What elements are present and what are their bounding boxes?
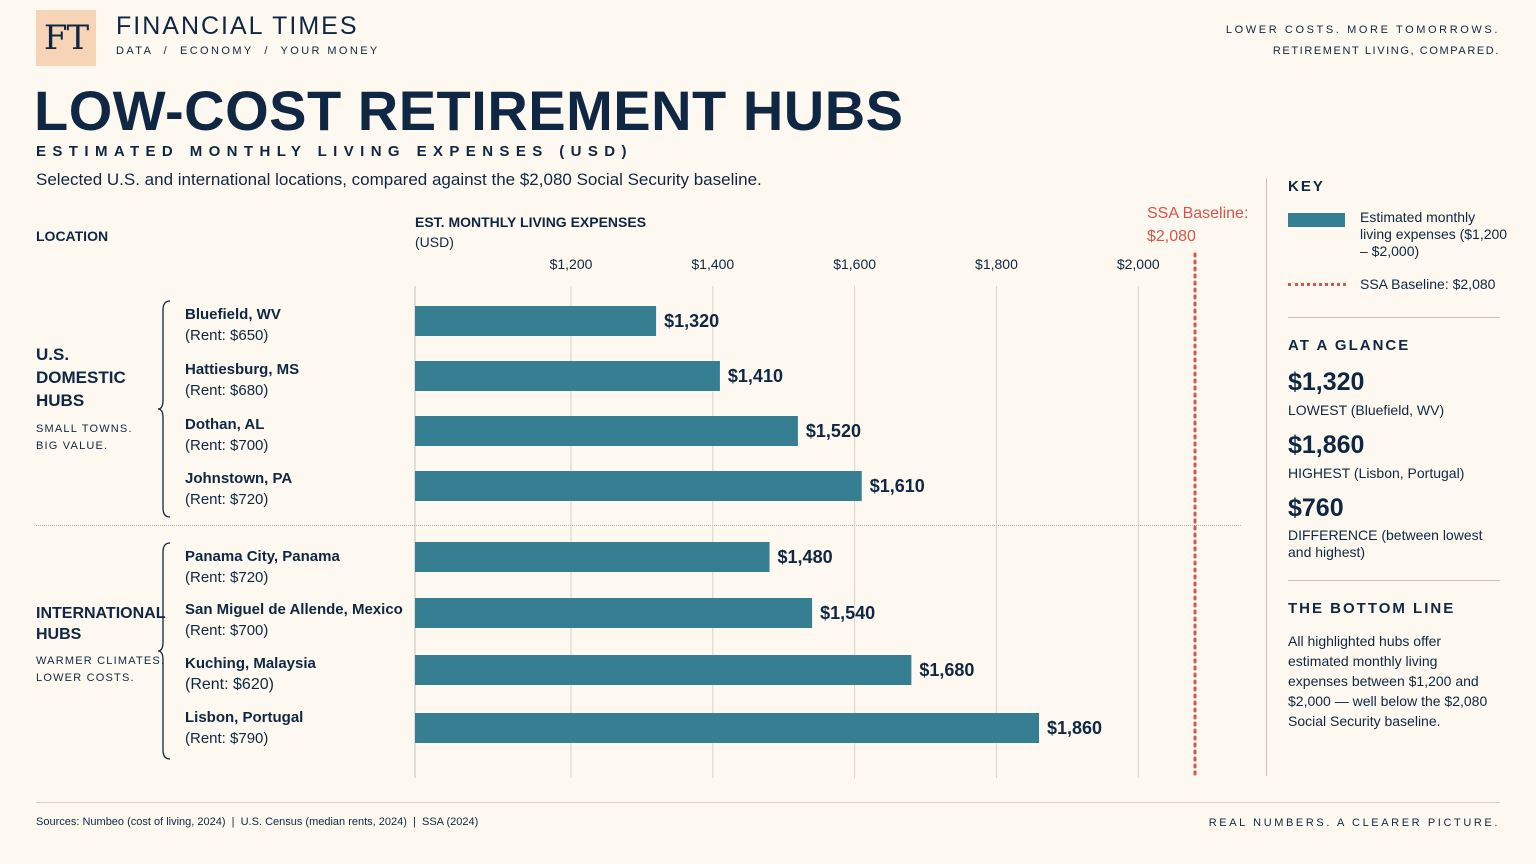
key-estimated-label: Estimated monthly living expenses ($1,20… <box>1360 209 1508 259</box>
location-rent: (Rent: $680) <box>185 382 269 399</box>
x-tick-label: $1,400 <box>691 256 734 272</box>
bar <box>415 416 798 446</box>
bar-value-label: $1,680 <box>919 660 974 680</box>
glance-lowest-label: LOWEST (Bluefield, WV) <box>1288 402 1445 418</box>
header-subtagline: RETIREMENT LIVING, COMPARED. <box>1272 45 1500 57</box>
brace-international <box>157 542 171 760</box>
location-name: Bluefield, WV <box>185 306 281 323</box>
x-tick-label: $2,000 <box>1117 256 1160 272</box>
sidebar-separator <box>1288 317 1500 318</box>
sidebar-separator <box>1288 580 1500 581</box>
page-description: Selected U.S. and international location… <box>36 170 762 189</box>
group-label-line: DOMESTIC <box>36 368 126 387</box>
bar-value-label: $1,540 <box>820 603 875 623</box>
brand-name[interactable]: FINANCIAL TIMES <box>116 12 359 40</box>
bottom-line-title: THE BOTTOM LINE <box>1288 600 1456 617</box>
location-rent: (Rent: $700) <box>185 622 269 639</box>
ft-logo[interactable]: FT <box>36 10 96 66</box>
group-label-line: INTERNATIONAL <box>36 605 166 622</box>
column-header-expenses-label: EST. MONTHLY LIVING EXPENSES <box>415 214 647 230</box>
x-tick-label: $1,200 <box>550 256 593 272</box>
footer-divider <box>36 802 1500 803</box>
group-sub-line: BIG VALUE. <box>36 440 109 452</box>
x-tick-label: $1,800 <box>975 256 1018 272</box>
breadcrumb[interactable]: DATA / ECONOMY / YOUR MONEY <box>116 45 380 57</box>
group-label-line: U.S. <box>36 345 70 364</box>
group-label-line: HUBS <box>36 626 82 643</box>
bottom-line-text: All highlighted hubs offer estimated mon… <box>1288 633 1488 729</box>
location-name: Dothan, AL <box>185 416 265 433</box>
page-title: LOW-COST RETIREMENT HUBS <box>34 79 904 142</box>
glance-highest-label: HIGHEST (Lisbon, Portugal) <box>1288 465 1465 481</box>
glance-title: AT A GLANCE <box>1288 337 1411 354</box>
footer-tagline: REAL NUMBERS. A CLEARER PICTURE. <box>1208 817 1500 829</box>
key-title: KEY <box>1288 178 1325 195</box>
key-baseline-label: SSA Baseline: $2,080 <box>1360 276 1496 292</box>
column-header-expenses: EST. MONTHLY LIVING EXPENSES (USD) <box>415 212 646 252</box>
location-rent: (Rent: $650) <box>185 327 269 344</box>
bar <box>415 598 813 628</box>
column-header-location: LOCATION <box>36 228 109 244</box>
key-baseline-swatch <box>1288 283 1346 286</box>
key-bar-swatch <box>1288 213 1345 227</box>
page-subtitle: ESTIMATED MONTHLY LIVING EXPENSES (USD) <box>36 143 633 160</box>
bar-value-label: $1,610 <box>870 476 925 496</box>
location-name: Lisbon, Portugal <box>185 709 304 726</box>
bar <box>415 713 1039 743</box>
glance-highest-value: $1,860 <box>1288 431 1365 459</box>
sidebar-divider <box>1266 178 1267 776</box>
location-rent: (Rent: $620) <box>185 676 274 693</box>
group-sub-line: WARMER CLIMATES. <box>36 655 166 667</box>
location-label: Dothan, AL (Rent: $700) <box>185 414 268 456</box>
ssa-baseline-label: SSA Baseline: <box>1147 205 1248 222</box>
header-tagline: LOWER COSTS. MORE TOMORROWS. <box>1225 24 1500 36</box>
glance-lowest-value: $1,320 <box>1288 368 1365 396</box>
group-label-line: HUBS <box>36 391 85 410</box>
location-label: Hattiesburg, MS (Rent: $680) <box>185 359 299 401</box>
glance-difference-label: DIFFERENCE (between lowest and highest) <box>1288 527 1483 560</box>
bar-value-label: $1,410 <box>728 366 783 386</box>
location-name: Panama City, Panama <box>185 548 340 565</box>
x-tick-label: $1,600 <box>833 256 876 272</box>
location-label: Lisbon, Portugal (Rent: $790) <box>185 707 303 749</box>
sources-note: Sources: Numbeo (cost of living, 2024) |… <box>36 816 479 828</box>
bar-value-label: $1,480 <box>778 547 833 567</box>
location-rent: (Rent: $720) <box>185 491 269 508</box>
location-label: Bluefield, WV (Rent: $650) <box>185 304 281 346</box>
location-name: Kuching, Malaysia <box>185 655 316 672</box>
group-sub-line: LOWER COSTS. <box>36 672 135 684</box>
bar <box>415 361 720 391</box>
location-label: Kuching, Malaysia (Rent: $620) <box>185 653 316 695</box>
bar-chart: $1,200 $1,400 $1,600 $1,800 $2,000 $1,320 $1,4… <box>414 205 1248 780</box>
bar <box>415 306 657 336</box>
location-label: San Miguel de Allende, Mexico (Rent: $70… <box>185 599 403 641</box>
glance-difference-value: $760 <box>1288 494 1344 522</box>
bar <box>415 542 770 572</box>
group-separator <box>36 525 1241 526</box>
location-name: San Miguel de Allende, Mexico <box>185 601 403 618</box>
location-name: Johnstown, PA <box>185 470 293 487</box>
location-label: Johnstown, PA (Rent: $720) <box>185 468 292 510</box>
group-sub-line: SMALL TOWNS. <box>36 423 133 435</box>
ssa-baseline-value: $2,080 <box>1147 228 1196 245</box>
bar <box>415 471 862 501</box>
brace-us-domestic <box>157 300 171 518</box>
column-header-expenses-unit: (USD) <box>415 234 454 250</box>
group-label-international: INTERNATIONAL HUBS WARMER CLIMATES. LOWE… <box>36 603 165 687</box>
bar <box>415 655 912 685</box>
location-rent: (Rent: $720) <box>185 569 269 586</box>
location-rent: (Rent: $700) <box>185 437 269 454</box>
bar-value-label: $1,520 <box>806 421 861 441</box>
location-label: Panama City, Panama (Rent: $720) <box>185 546 340 588</box>
location-rent: (Rent: $790) <box>185 730 269 747</box>
group-label-us-domestic: U.S. DOMESTIC HUBS SMALL TOWNS. BIG VALU… <box>36 343 133 455</box>
bar-value-label: $1,860 <box>1047 718 1102 738</box>
location-name: Hattiesburg, MS <box>185 361 300 378</box>
bar-value-label: $1,320 <box>664 311 719 331</box>
